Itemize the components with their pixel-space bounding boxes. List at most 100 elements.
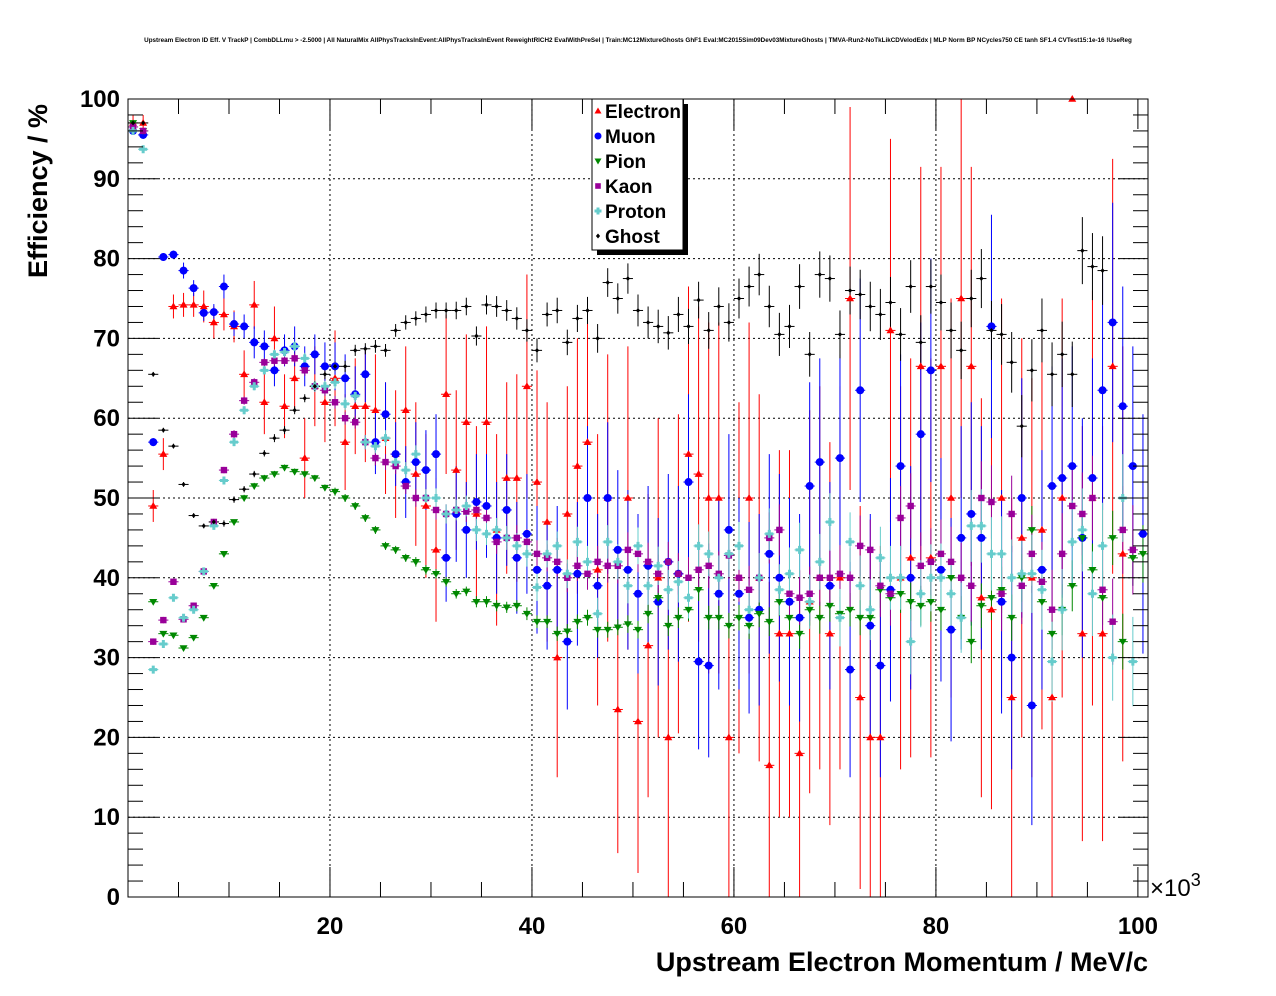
- electron-point: [512, 474, 521, 481]
- muon-point: [391, 450, 400, 459]
- ghost-point: [231, 497, 237, 503]
- proton-point: [462, 501, 471, 510]
- muon-point: [987, 322, 996, 331]
- ghost-point: [272, 435, 277, 441]
- pion-point: [209, 582, 218, 590]
- legend-label-kaon: Kaon: [605, 177, 653, 198]
- muon-point: [421, 466, 430, 475]
- pion-point: [664, 622, 673, 630]
- kaon-point: [230, 430, 238, 438]
- proton-point: [159, 640, 168, 649]
- electron-point: [341, 438, 350, 445]
- proton-point: [492, 525, 501, 534]
- electron-point: [290, 374, 299, 382]
- muon-point: [1007, 653, 1016, 662]
- ghost-point: [524, 327, 530, 333]
- proton-point: [411, 450, 420, 459]
- electron-point: [159, 450, 168, 457]
- ghost-point: [201, 523, 206, 529]
- pion-point: [906, 598, 915, 606]
- proton-point: [593, 609, 602, 618]
- kaon-point: [331, 399, 339, 406]
- ghost-point: [262, 450, 267, 456]
- electron-point: [634, 717, 642, 725]
- kaon-point: [937, 550, 945, 558]
- legend: Electron Muon Pion Kaon Proton Ghost: [591, 98, 688, 255]
- ghost-point: [545, 312, 550, 317]
- pion-point: [331, 488, 340, 496]
- electron-point: [947, 494, 956, 501]
- muon-point: [775, 573, 784, 582]
- muon-point: [563, 637, 572, 646]
- muon-point: [149, 438, 158, 447]
- kaon-point: [806, 590, 813, 597]
- ghost-point: [827, 276, 832, 281]
- ghost-point: [696, 297, 701, 303]
- proton-point: [381, 434, 390, 443]
- electron-point: [1007, 693, 1016, 701]
- ghost-point: [1090, 264, 1095, 270]
- kaon-point: [816, 574, 823, 581]
- electron-point: [411, 470, 420, 477]
- pion-point: [381, 543, 390, 550]
- muon-point: [694, 657, 703, 666]
- electron-point: [472, 509, 481, 517]
- ghost-point: [221, 521, 227, 526]
- electron-point: [421, 501, 430, 509]
- ghost-point: [151, 371, 156, 377]
- pion-point: [280, 464, 289, 472]
- kaon-point: [1129, 546, 1137, 554]
- ghost-point: [1080, 248, 1085, 254]
- legend-marker-pion: [594, 158, 602, 165]
- proton-point: [179, 613, 188, 622]
- y-tick-label: 50: [93, 485, 120, 512]
- proton-point: [502, 533, 511, 542]
- electron-point: [765, 761, 774, 769]
- kaon-point: [685, 574, 692, 581]
- ghost-point: [878, 312, 883, 317]
- pion-point: [533, 618, 542, 626]
- muon-point: [219, 282, 228, 291]
- pion-point: [260, 475, 269, 483]
- pion-point: [1108, 535, 1117, 542]
- ghost-point: [403, 319, 408, 325]
- kaon-point: [261, 359, 268, 366]
- kaon-point: [483, 514, 490, 522]
- electron-point: [1118, 549, 1127, 557]
- muon-point: [734, 589, 743, 598]
- electron-point: [795, 749, 804, 757]
- ghost-point: [141, 120, 146, 126]
- pion-point: [654, 594, 663, 602]
- muon-point: [704, 661, 713, 670]
- pion-point: [472, 598, 481, 606]
- muon-point: [936, 565, 945, 574]
- ghost-point: [847, 288, 853, 293]
- pion-point: [644, 610, 653, 618]
- electron-point: [563, 509, 572, 517]
- muon-point: [896, 462, 905, 471]
- pion-point: [300, 471, 309, 479]
- pion-point: [745, 622, 754, 630]
- proton-point: [1007, 573, 1016, 582]
- muon-point: [230, 320, 239, 329]
- pion-point: [250, 483, 259, 491]
- proton-point: [391, 458, 400, 467]
- proton-point: [906, 637, 915, 646]
- pion-point: [543, 618, 552, 626]
- kaon-point: [473, 506, 480, 514]
- y-tick-label: 60: [93, 405, 120, 432]
- ghost-point: [181, 481, 186, 487]
- pion-point: [755, 610, 764, 618]
- ghost-point: [393, 327, 398, 333]
- electron-point: [835, 573, 844, 581]
- pion-point: [351, 503, 360, 510]
- legend-label-electron: Electron: [605, 102, 681, 123]
- pion-point: [189, 634, 198, 642]
- electron-point: [169, 302, 178, 310]
- electron-point: [149, 501, 158, 509]
- chart-title: Upstream Electron ID Eff. V TrackP | Com…: [144, 37, 1132, 44]
- pion-point: [775, 598, 784, 606]
- kaon-point: [1099, 586, 1106, 593]
- muon-point: [320, 362, 329, 371]
- ghost-point: [918, 339, 923, 345]
